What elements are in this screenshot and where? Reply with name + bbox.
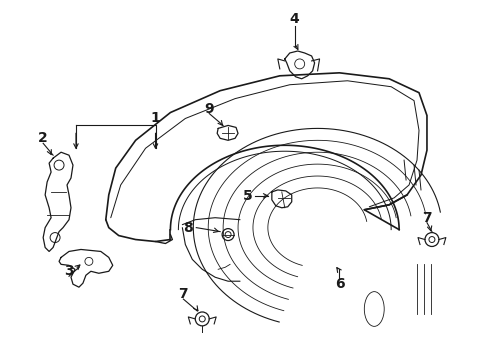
Text: 8: 8 — [183, 221, 193, 235]
Text: 1: 1 — [150, 112, 160, 126]
Text: 7: 7 — [178, 287, 188, 301]
Text: 3: 3 — [64, 264, 74, 278]
Text: 5: 5 — [243, 189, 253, 203]
Text: 2: 2 — [38, 131, 48, 145]
Text: 6: 6 — [335, 277, 344, 291]
Text: 7: 7 — [422, 211, 432, 225]
Text: 9: 9 — [204, 102, 214, 116]
Text: 4: 4 — [290, 12, 299, 26]
